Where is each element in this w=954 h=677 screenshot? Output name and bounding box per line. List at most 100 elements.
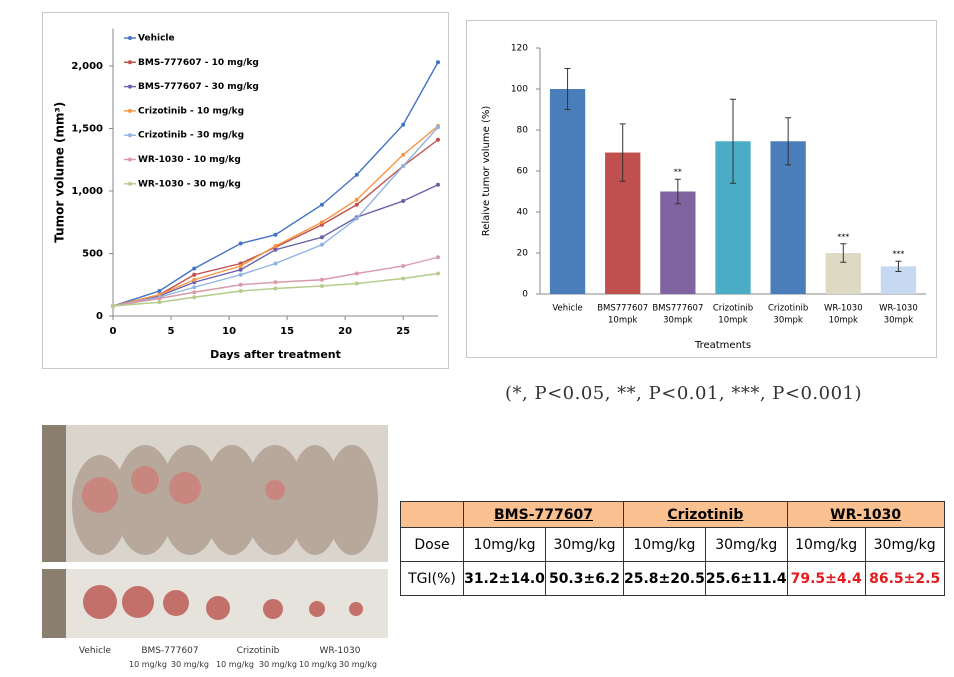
x-tick-label: 30mpk	[773, 316, 802, 326]
header-cell: WR-1030	[786, 501, 945, 528]
dose-label: 30 mg/kg	[259, 660, 297, 669]
corner-cell	[400, 501, 464, 528]
y-tick-label: 100	[511, 85, 528, 95]
point	[238, 272, 243, 277]
footnote: (*, P<0.05, **, P<0.01, ***, P<0.001)	[505, 383, 863, 404]
significance: **	[674, 168, 682, 177]
header-cell: Crizotinib	[623, 501, 788, 528]
point	[319, 284, 324, 288]
x-axis-label: Treatments	[694, 340, 751, 351]
point	[401, 276, 406, 281]
point	[436, 255, 440, 260]
point	[354, 281, 359, 286]
error-bar	[785, 117, 792, 166]
tumors-on-mice	[82, 466, 285, 513]
point	[436, 137, 440, 142]
x-tick-label: 25	[396, 326, 410, 337]
point	[238, 264, 243, 268]
legend-marker	[128, 84, 132, 89]
cell: 25.8±20.5	[623, 561, 706, 596]
y-tick-label: 60	[517, 167, 529, 177]
point	[319, 235, 324, 240]
dose-label: 10 mg/kg	[299, 660, 337, 669]
cell: 10mg/kg	[463, 527, 546, 562]
x-tick-label: 10mpk	[608, 316, 637, 326]
cell: 86.5±2.5	[864, 561, 945, 596]
significance: ***	[892, 250, 904, 259]
x-tick-label: Crizotinib	[713, 304, 753, 314]
y-tick-label: 20	[517, 249, 529, 259]
dose-label: 30 mg/kg	[171, 660, 209, 669]
point	[157, 289, 162, 293]
dose-label: 10 mg/kg	[216, 660, 254, 669]
y-tick-label: 40	[517, 208, 529, 218]
x-tick-label: 10mpk	[718, 316, 747, 326]
point	[354, 216, 359, 221]
dose-label: 10 mg/kg	[129, 660, 167, 669]
x-tick-label: 30mpk	[663, 316, 692, 326]
point	[238, 289, 243, 293]
legend-marker	[128, 108, 132, 113]
point	[192, 285, 197, 290]
point	[192, 290, 197, 295]
x-tick-label: 30mpk	[884, 316, 913, 326]
legend-label: Crizotinib - 10 mg/kg	[138, 106, 244, 116]
x-tick-label: Vehicle	[552, 304, 582, 314]
x-tick-label: 15	[280, 326, 294, 337]
point	[436, 182, 440, 187]
point	[354, 197, 359, 202]
bar	[660, 191, 696, 294]
point	[401, 122, 406, 127]
point	[436, 60, 440, 65]
dose-label: 30 mg/kg	[339, 660, 377, 669]
point	[111, 304, 115, 308]
cell: 30mg/kg	[864, 527, 945, 562]
cell: 25.6±11.4	[704, 561, 788, 596]
cell: 30mg/kg	[545, 527, 624, 562]
bar-chart-frame	[466, 20, 937, 358]
header-cell: BMS-777607	[463, 501, 624, 528]
point	[192, 266, 197, 271]
cell: 10mg/kg	[623, 527, 706, 562]
point	[157, 300, 162, 305]
x-axis-label: Days after treatment	[210, 348, 341, 361]
point	[401, 199, 406, 203]
point	[319, 277, 324, 282]
y-axis-label: Tumor volume (mm³)	[53, 102, 67, 243]
point	[273, 232, 278, 237]
y-tick-label: 1,000	[71, 186, 103, 197]
legend-marker	[128, 157, 132, 162]
ruler	[42, 425, 66, 562]
legend-label: BMS-777607 - 30 mg/kg	[138, 82, 259, 92]
point	[401, 152, 406, 157]
point	[273, 261, 278, 266]
bar	[770, 141, 806, 294]
x-tick-label: WR-1030	[824, 304, 863, 314]
tgi-table: BMS-777607 Crizotinib WR-1030 Dose 10mg/kg 3…	[400, 501, 945, 596]
x-tick-label: 20	[338, 326, 352, 337]
error-bar	[730, 98, 736, 184]
point	[273, 244, 278, 248]
point	[354, 202, 359, 207]
legend-marker	[128, 60, 132, 65]
legend-label: BMS-777607 - 10 mg/kg	[138, 58, 259, 68]
point	[273, 247, 278, 252]
y-tick-label: 0	[522, 290, 528, 300]
significance: ***	[837, 232, 849, 241]
cell: 31.2±14.0	[463, 561, 546, 596]
cell: 50.3±6.2	[545, 561, 624, 596]
point	[273, 286, 278, 291]
point	[238, 241, 243, 246]
point	[238, 267, 243, 272]
y-tick-label: 120	[511, 44, 528, 54]
y-tick-label: 500	[82, 249, 103, 260]
y-tick-label: 80	[517, 126, 529, 136]
cell: 30mg/kg	[704, 527, 788, 562]
group-label: Crizotinib	[236, 646, 280, 656]
x-tick-label: BMS777607	[597, 304, 648, 314]
cell: Dose	[400, 527, 464, 562]
legend-marker	[128, 36, 132, 40]
y-tick-label: 1,500	[71, 124, 103, 135]
